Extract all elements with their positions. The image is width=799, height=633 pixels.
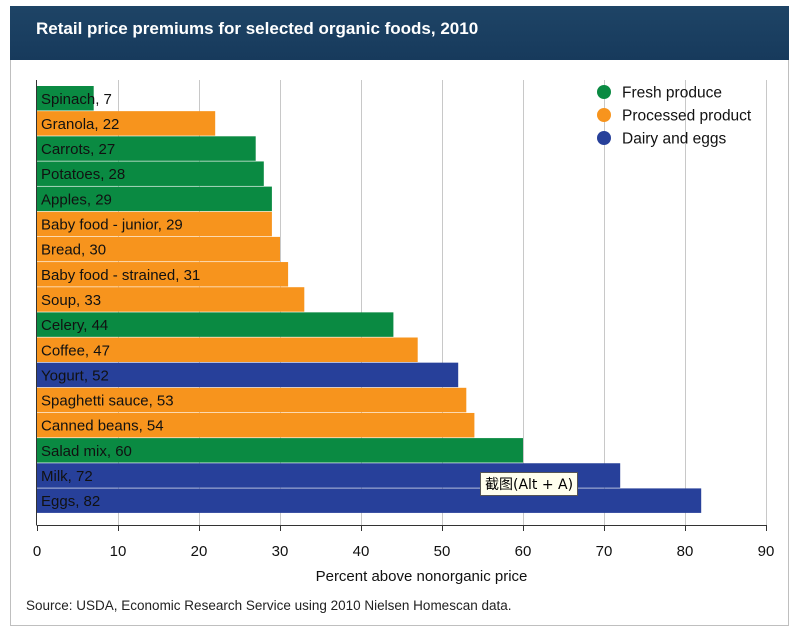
x-tick-label-30: 30: [272, 543, 289, 560]
x-tick-label-50: 50: [434, 543, 451, 560]
bar-label-4: Apples, 29: [41, 191, 112, 208]
bar-10: [37, 337, 418, 362]
bar-label-6: Bread, 30: [41, 242, 106, 259]
x-tick-label-40: 40: [353, 543, 370, 560]
bar-6: [37, 236, 280, 262]
x-tick-label-20: 20: [191, 543, 208, 560]
legend-marker-0: [597, 85, 611, 99]
bar-1: [37, 111, 216, 136]
bar-label-5: Baby food - junior, 29: [41, 217, 183, 234]
bar-7: [37, 262, 289, 287]
source-note: Source: USDA, Economic Research Service …: [26, 598, 512, 613]
bar-3: [37, 161, 264, 186]
bar-label-8: Soup, 33: [41, 292, 101, 309]
screenshot-tooltip: 截图(Alt + A): [480, 472, 579, 496]
x-tick-label-90: 90: [758, 543, 775, 560]
bar-label-16: Eggs, 82: [41, 493, 100, 510]
x-tick-label-0: 0: [33, 543, 41, 560]
bar-label-3: Potatoes, 28: [41, 166, 125, 183]
bar-13: [37, 412, 475, 438]
bar-label-12: Spaghetti sauce, 53: [41, 393, 174, 410]
legend-marker-2: [597, 131, 611, 145]
legend-label-0: Fresh produce: [622, 85, 722, 102]
bar-5: [37, 211, 272, 237]
x-tick-label-80: 80: [677, 543, 694, 560]
title-bar: [10, 6, 789, 60]
bar-label-15: Milk, 72: [41, 468, 93, 485]
bar-11: [37, 362, 459, 388]
legend-marker-1: [597, 108, 611, 122]
bar-label-10: Coffee, 47: [41, 342, 110, 359]
bar-label-2: Carrots, 27: [41, 141, 115, 158]
bar-label-7: Baby food - strained, 31: [41, 267, 200, 284]
bar-9: [37, 312, 394, 337]
bar-14: [37, 438, 523, 463]
chart-title: Retail price premiums for selected organ…: [36, 19, 479, 38]
bar-label-9: Celery, 44: [41, 317, 108, 334]
legend-label-1: Processed product: [622, 108, 752, 125]
bar-label-0: Spinach, 7: [41, 91, 112, 108]
bar-4: [37, 186, 272, 212]
bar-label-11: Yogurt, 52: [41, 367, 109, 384]
bar-16: [37, 488, 702, 513]
x-axis-title: Percent above nonorganic price: [316, 568, 528, 585]
x-tick-label-70: 70: [596, 543, 613, 560]
x-tick-label-10: 10: [110, 543, 127, 560]
bar-8: [37, 287, 305, 312]
bar-2: [37, 136, 256, 161]
bar-0: [37, 86, 94, 111]
legend-label-2: Dairy and eggs: [622, 131, 727, 148]
bar-12: [37, 387, 467, 413]
bar-label-1: Granola, 22: [41, 116, 119, 133]
bar-label-14: Salad mix, 60: [41, 443, 132, 460]
bar-label-13: Canned beans, 54: [41, 418, 164, 435]
x-tick-label-60: 60: [515, 543, 532, 560]
